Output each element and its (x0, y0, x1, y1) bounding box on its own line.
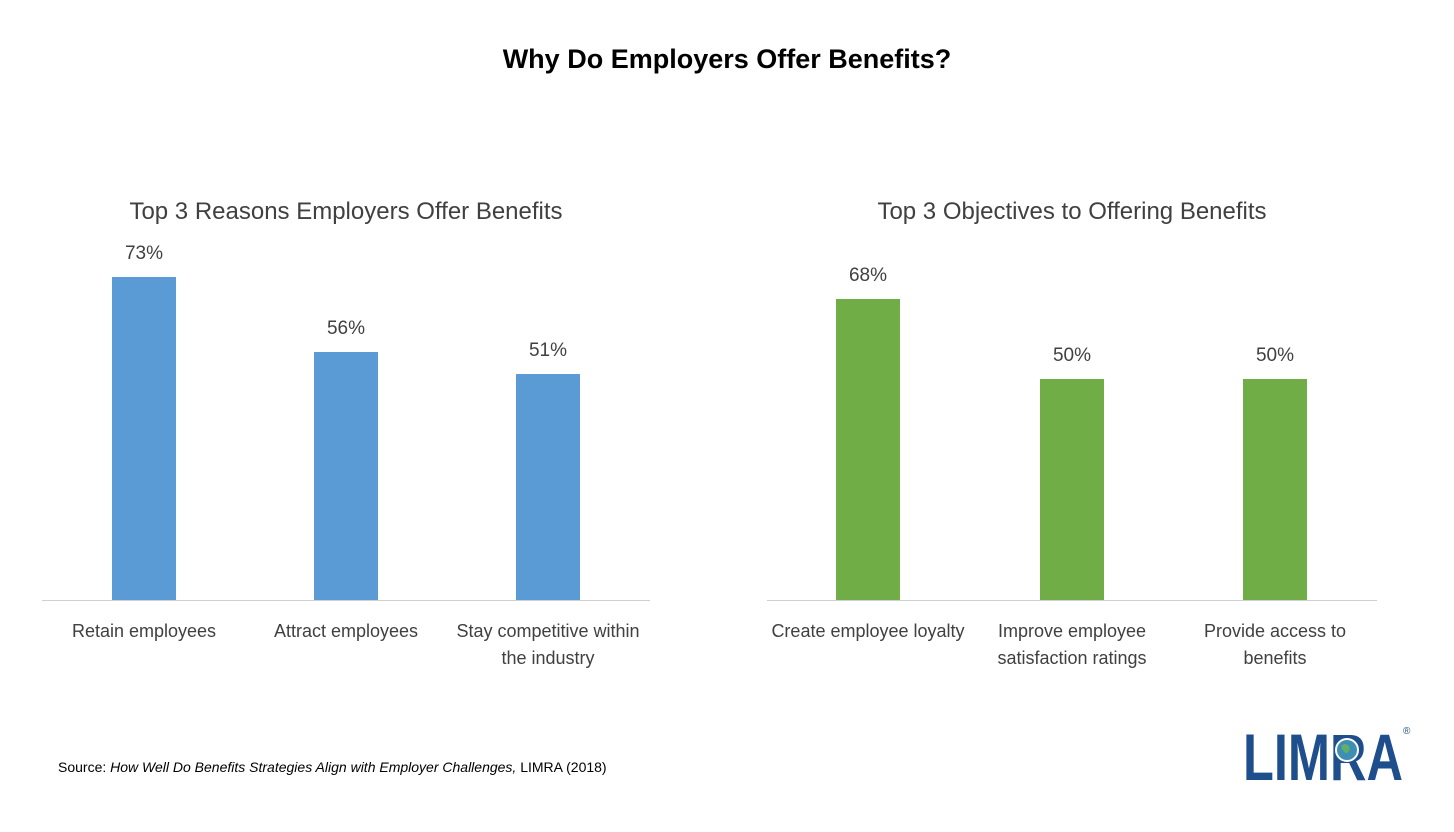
category-label: Stay competitive within the industry (456, 621, 640, 668)
category-label: Retain employees (71, 621, 217, 641)
bar (516, 374, 580, 600)
chart-reasons: Top 3 Reasons Employers Offer Benefits 7… (42, 190, 650, 690)
data-label: 73% (124, 242, 164, 264)
source-title: How Well Do Benefits Strategies Align wi… (110, 759, 517, 775)
page-title: Why Do Employers Offer Benefits? (502, 44, 952, 74)
data-label: 51% (528, 340, 568, 362)
data-label: 50% (1255, 344, 1295, 366)
x-axis-line (767, 600, 1377, 601)
chart-title: Top 3 Objectives to Offering Benefits (877, 198, 1267, 225)
svg-text:LIMRA: LIMRA (1243, 722, 1403, 786)
bar (836, 298, 900, 600)
source-note: Source: How Well Do Benefits Strategies … (58, 759, 607, 775)
chart-title: Top 3 Reasons Employers Offer Benefits (129, 198, 563, 225)
category-label: Improve employee satisfaction ratings (997, 621, 1147, 668)
data-label: 68% (848, 264, 888, 286)
category-label: Provide access to benefits (1203, 621, 1347, 668)
x-axis-line (42, 600, 650, 601)
data-label: 56% (326, 317, 366, 339)
svg-text:®: ® (1403, 726, 1411, 737)
bar (112, 276, 176, 600)
limra-logo: LIMRA ® (1243, 720, 1413, 794)
chart-objectives: Top 3 Objectives to Offering Benefits 68… (767, 190, 1377, 690)
category-label: Attract employees (273, 621, 419, 641)
category-label: Create employee loyalty (771, 621, 965, 641)
bar (314, 351, 378, 600)
bar (1243, 378, 1307, 600)
source-prefix: Source: (58, 759, 111, 775)
source-suffix: LIMRA (2018) (516, 759, 607, 775)
bar (1040, 378, 1104, 600)
data-label: 50% (1052, 344, 1092, 366)
